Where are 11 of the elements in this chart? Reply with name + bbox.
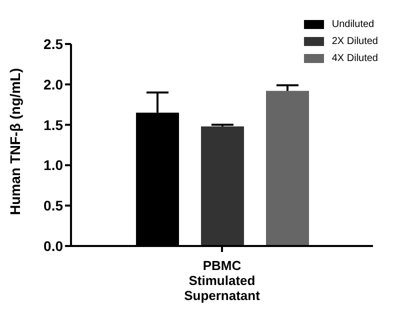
legend-label: Undiluted [332, 19, 374, 30]
y-tick-label: 1.5 [44, 116, 64, 133]
y-tick-label: 1.0 [44, 157, 64, 174]
legend-label: 4X Diluted [332, 53, 378, 64]
y-tick-label: 0.5 [44, 198, 64, 214]
y-axis-title: Human TNF-β (ng/mL) [6, 68, 23, 215]
y-tick-label: 2.0 [44, 76, 64, 92]
legend-label: 2X Diluted [332, 36, 378, 47]
x-tick-label: PBMC Stimulated Supernatant [184, 258, 261, 303]
y-tick-label: 0.0 [44, 238, 64, 254]
y-tick-label: 2.5 [44, 36, 64, 52]
